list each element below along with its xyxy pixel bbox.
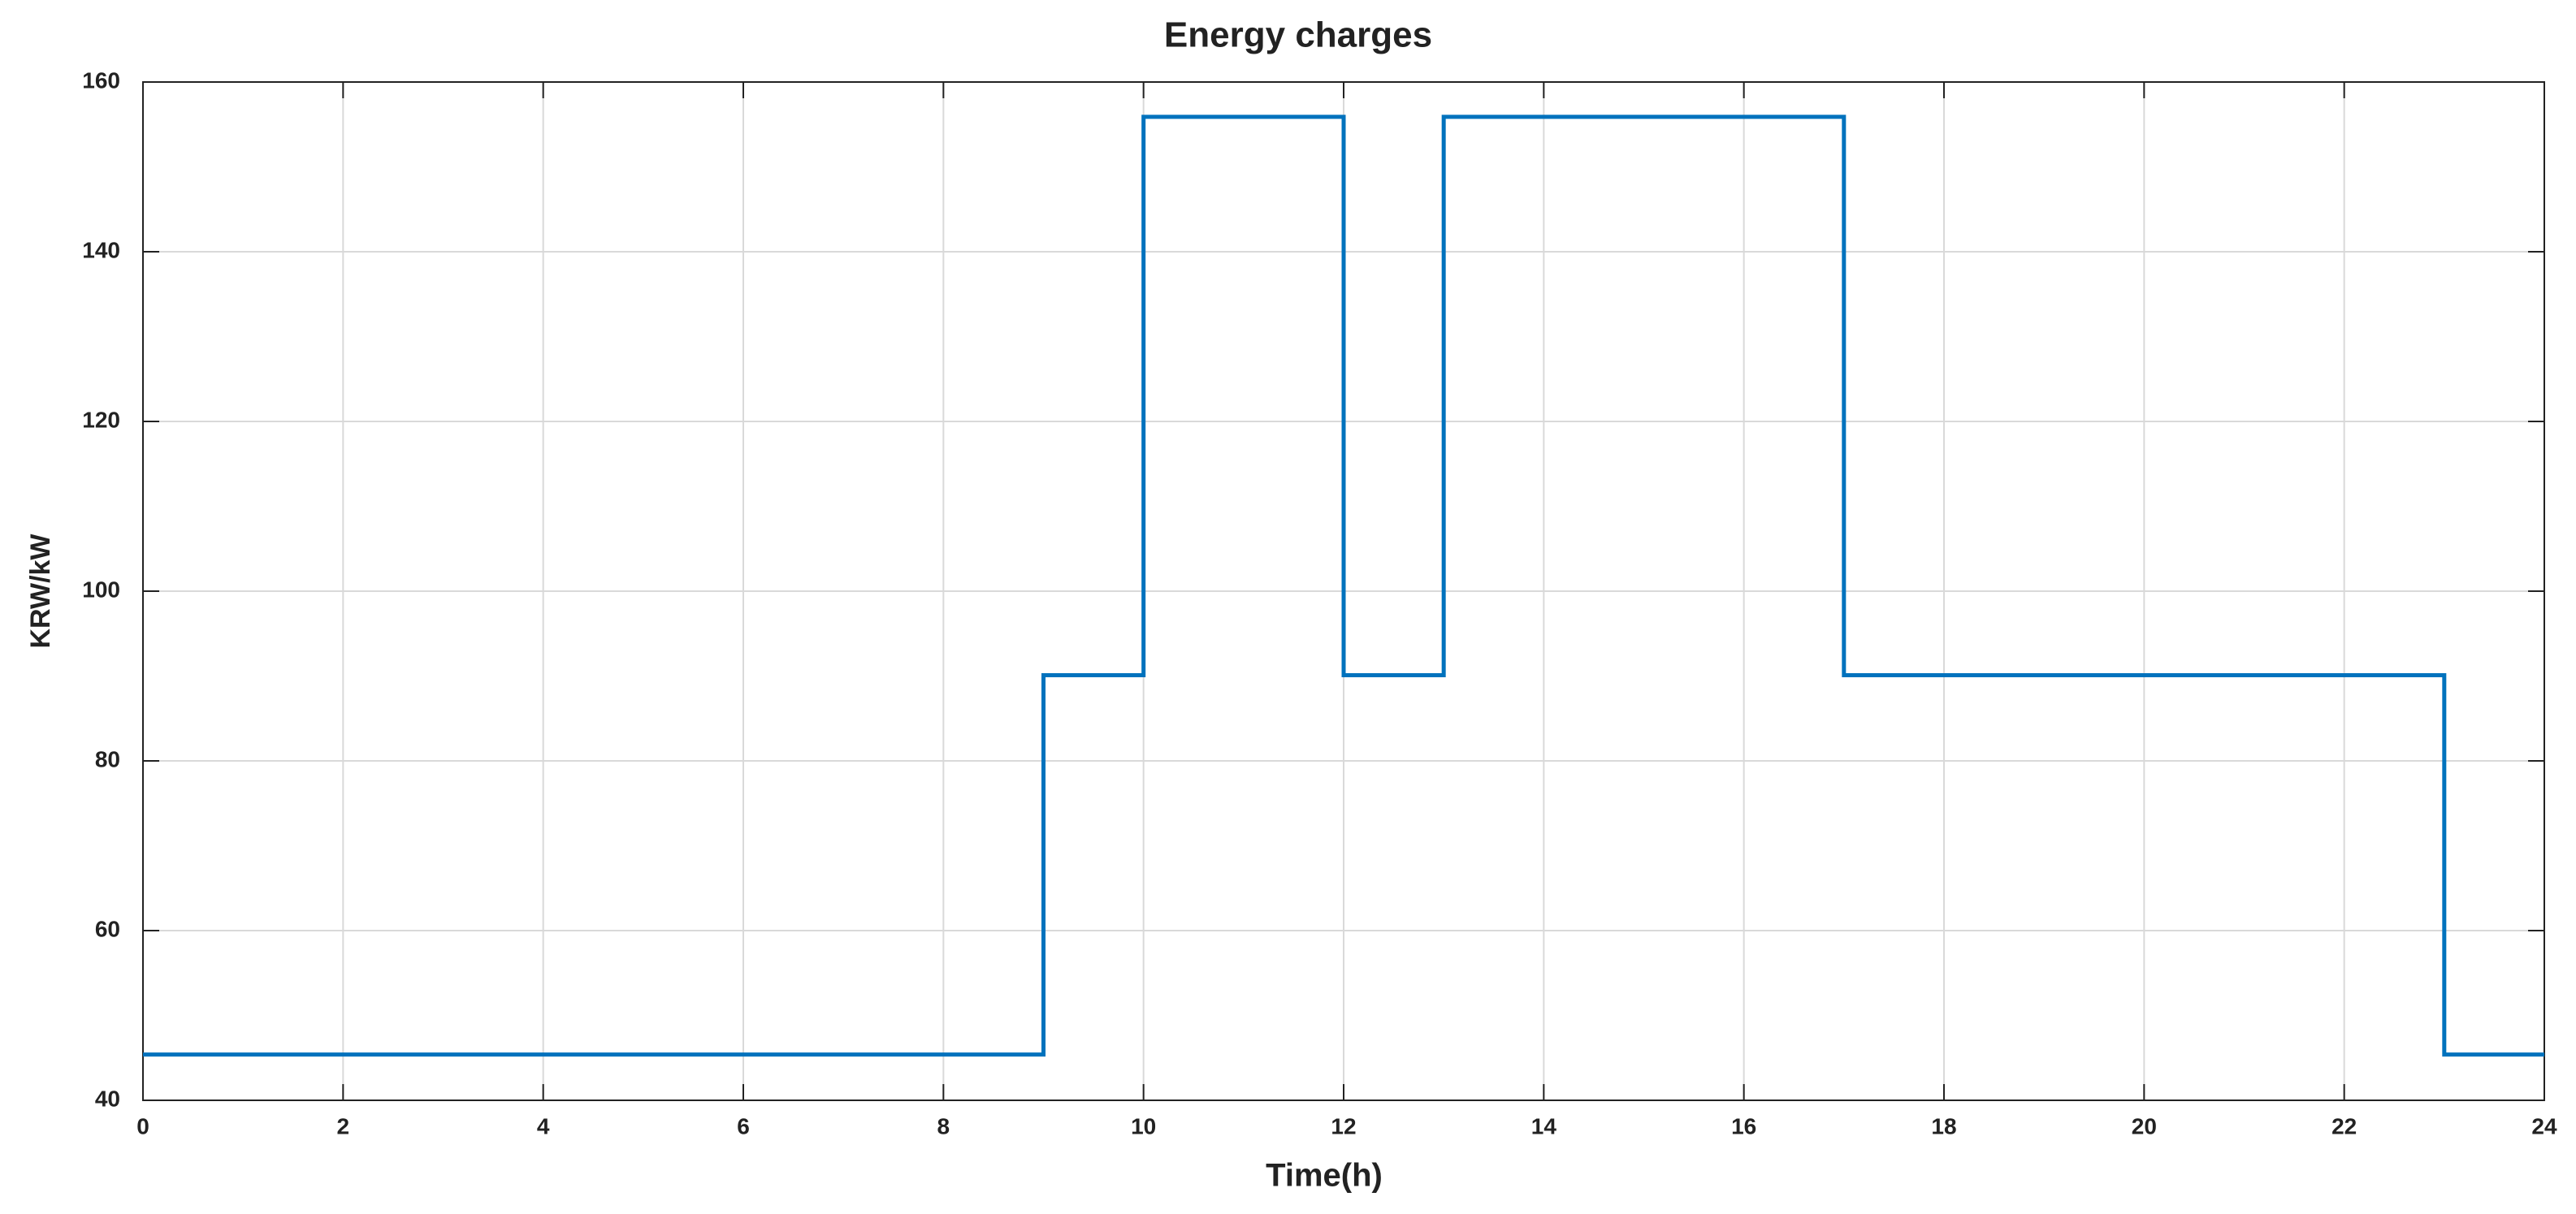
y-tick-label: 100 [82, 577, 120, 602]
y-tick-label: 140 [82, 237, 120, 262]
x-tick-label: 10 [1131, 1113, 1156, 1138]
y-tick-label: 60 [95, 916, 120, 941]
chart-title: Energy charges [1164, 15, 1432, 55]
x-tick-label: 12 [1331, 1113, 1356, 1138]
x-tick-label: 18 [1931, 1113, 1956, 1138]
x-tick-label: 4 [537, 1113, 550, 1138]
x-tick-label: 2 [337, 1113, 350, 1138]
y-tick-label: 80 [95, 746, 120, 771]
x-tick-label: 22 [2331, 1113, 2357, 1138]
x-tick-label: 24 [2531, 1113, 2557, 1138]
x-axis-label: Time(h) [1266, 1158, 1383, 1194]
y-tick-label: 40 [95, 1086, 120, 1111]
data-line [143, 114, 2544, 1057]
y-tick-label: 120 [82, 407, 120, 432]
x-tick-label: 8 [937, 1113, 950, 1138]
x-tick-label: 14 [1531, 1113, 1557, 1138]
y-axis-label: KRW/kW [25, 534, 56, 649]
plot-frame [142, 81, 2545, 1101]
x-tick-label: 20 [2132, 1113, 2157, 1138]
x-tick-label: 16 [1731, 1113, 1756, 1138]
x-tick-label: 6 [737, 1113, 750, 1138]
x-tick-label: 0 [136, 1113, 149, 1138]
y-tick-label: 160 [82, 67, 120, 93]
